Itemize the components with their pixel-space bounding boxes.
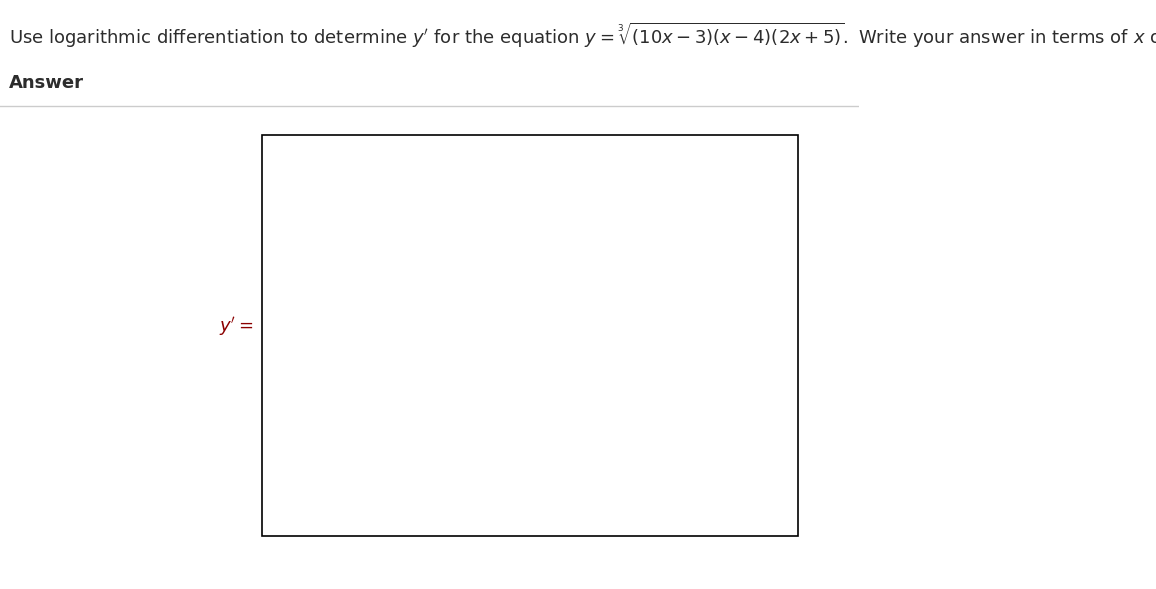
FancyBboxPatch shape (262, 135, 799, 536)
Text: $y' =$: $y' =$ (218, 315, 253, 339)
Text: Answer: Answer (8, 74, 83, 92)
Text: $\mathrm{Use\ logarithmic\ differentiation\ to\ determine\ }y'\ \mathrm{for\ the: $\mathrm{Use\ logarithmic\ differentiati… (8, 21, 1156, 49)
